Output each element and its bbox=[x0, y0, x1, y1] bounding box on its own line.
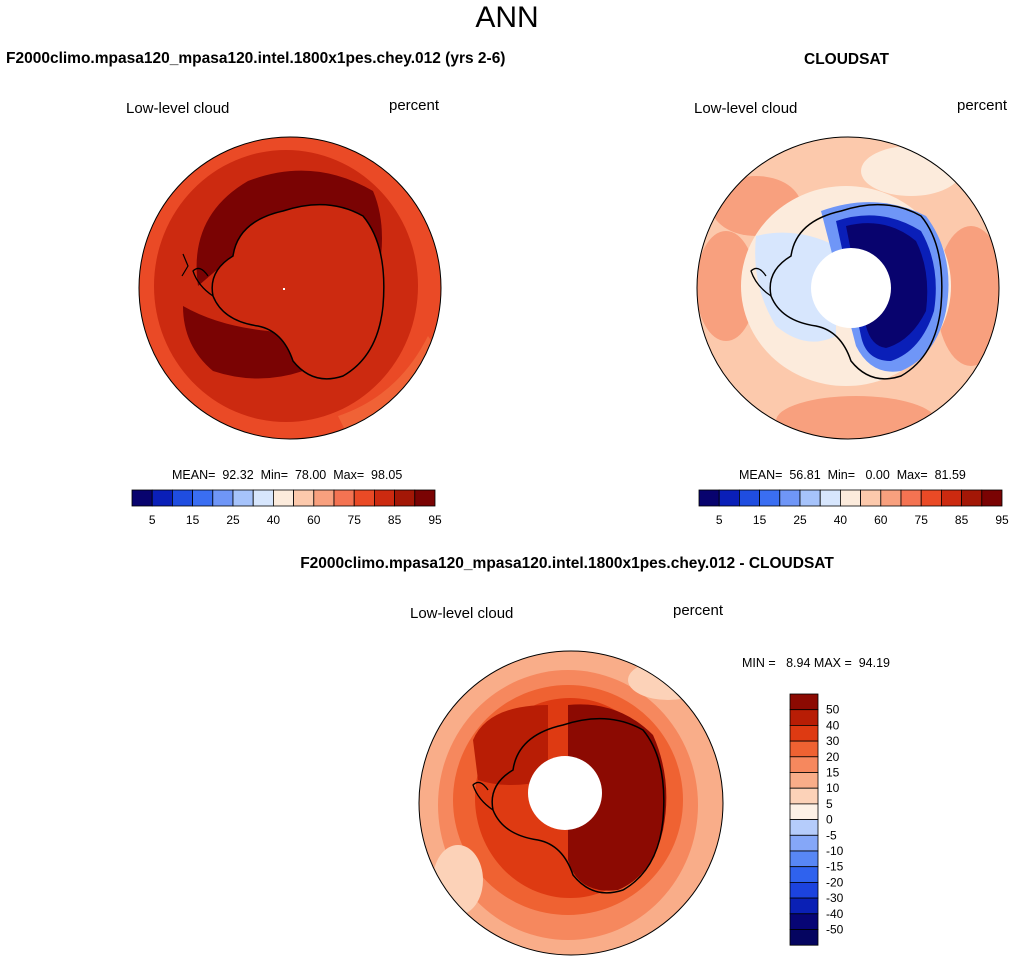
test-colorbar-box bbox=[394, 489, 416, 507]
diff-panel-title: F2000climo.mpasa120_mpasa120.intel.1800x… bbox=[300, 555, 834, 572]
ref-colorbar-box bbox=[920, 489, 942, 507]
test-colorbar-box bbox=[212, 489, 234, 507]
diff-colorbar-box bbox=[789, 897, 819, 915]
test-colorbar-box bbox=[272, 489, 294, 507]
diff-colorbar-label: 30 bbox=[826, 734, 840, 748]
ref-map bbox=[696, 136, 1000, 440]
ref-colorbar-box bbox=[860, 489, 882, 507]
test-colorbar-box bbox=[313, 489, 335, 507]
diff-colorbar-label: -30 bbox=[826, 891, 844, 905]
test-colorbar-label: 85 bbox=[388, 513, 402, 527]
diff-colorbar-label: -10 bbox=[826, 844, 844, 858]
test-stats: MEAN= 92.32 Min= 78.00 Max= 98.05 bbox=[172, 468, 403, 482]
ref-colorbar-label: 75 bbox=[915, 513, 929, 527]
figure-title: ANN bbox=[475, 1, 539, 34]
diff-colorbar-label: -40 bbox=[826, 907, 844, 921]
diff-colorbar-box bbox=[789, 803, 819, 821]
diff-variable-label: Low-level cloud bbox=[410, 605, 514, 622]
ref-colorbar-box bbox=[799, 489, 821, 507]
ref-colorbar-label: 60 bbox=[874, 513, 888, 527]
ref-stats: MEAN= 56.81 Min= 0.00 Max= 81.59 bbox=[739, 468, 966, 482]
ref-colorbar-box bbox=[940, 489, 962, 507]
diff-colorbar-box bbox=[789, 819, 819, 836]
ref-colorbar: 5 15 25 40 60 75 85 95 bbox=[698, 489, 1009, 527]
ref-colorbar-label: 40 bbox=[834, 513, 848, 527]
test-colorbar-box bbox=[151, 489, 173, 507]
test-colorbar-label: 40 bbox=[267, 513, 281, 527]
test-map bbox=[138, 136, 442, 440]
ref-colorbar-box bbox=[961, 489, 983, 507]
diff-stats: MIN = 8.94 MAX = 94.19 bbox=[742, 656, 890, 670]
ref-colorbar-box bbox=[739, 489, 761, 507]
ref-colorbar-box bbox=[718, 489, 740, 507]
test-colorbar-label: 60 bbox=[307, 513, 321, 527]
test-colorbar-label: 95 bbox=[428, 513, 442, 527]
diff-colorbar-label: 40 bbox=[826, 718, 840, 732]
ref-colorbar-box bbox=[698, 489, 720, 507]
ref-colorbar-box bbox=[839, 489, 861, 507]
test-colorbar: 5 15 25 40 60 75 85 95 bbox=[131, 489, 442, 527]
diff-colorbar-label: -20 bbox=[826, 875, 844, 889]
diff-colorbar-label: 0 bbox=[826, 813, 833, 827]
diff-colorbar-box bbox=[789, 881, 819, 899]
test-colorbar-box bbox=[293, 489, 315, 507]
test-colorbar-box bbox=[172, 489, 194, 507]
ref-colorbar-label: 95 bbox=[995, 513, 1009, 527]
test-colorbar-box bbox=[232, 489, 254, 507]
test-colorbar-box bbox=[353, 489, 375, 507]
diff-colorbar-box bbox=[789, 709, 819, 726]
diff-map bbox=[418, 650, 724, 956]
test-panel-title: F2000climo.mpasa120_mpasa120.intel.1800x… bbox=[6, 50, 506, 67]
test-colorbar-box bbox=[131, 489, 153, 507]
diff-colorbar-box bbox=[789, 756, 819, 773]
diff-colorbar-box bbox=[789, 740, 819, 758]
ref-colorbar-label: 15 bbox=[753, 513, 767, 527]
diff-colorbar-box bbox=[789, 850, 819, 868]
test-colorbar-label: 75 bbox=[348, 513, 362, 527]
diff-colorbar-label: 10 bbox=[826, 781, 840, 795]
diff-colorbar-box bbox=[789, 834, 819, 852]
diff-colorbar-box bbox=[789, 787, 819, 805]
ref-units-label: percent bbox=[957, 97, 1008, 114]
diff-colorbar-box bbox=[789, 913, 819, 930]
test-colorbar-label: 5 bbox=[149, 513, 156, 527]
ref-colorbar-label: 5 bbox=[716, 513, 723, 527]
diff-colorbar-label: 15 bbox=[826, 766, 840, 780]
ref-colorbar-label: 25 bbox=[793, 513, 807, 527]
diff-colorbar-label: 50 bbox=[826, 703, 840, 717]
ref-colorbar-box bbox=[900, 489, 922, 507]
diff-colorbar-box bbox=[789, 866, 819, 883]
test-colorbar-box bbox=[373, 489, 395, 507]
test-colorbar-box bbox=[333, 489, 355, 507]
ref-panel-title: CLOUDSAT bbox=[804, 51, 889, 68]
ref-colorbar-box bbox=[880, 489, 902, 507]
ref-colorbar-box bbox=[779, 489, 801, 507]
test-colorbar-label: 15 bbox=[186, 513, 200, 527]
diff-colorbar-label: 20 bbox=[826, 750, 840, 764]
diff-colorbar-box bbox=[789, 772, 819, 789]
diff-colorbar-label: 5 bbox=[826, 797, 833, 811]
diff-colorbar-box bbox=[789, 693, 819, 711]
ref-colorbar-box bbox=[819, 489, 841, 507]
test-units-label: percent bbox=[389, 97, 440, 114]
diff-colorbar-label: -15 bbox=[826, 860, 844, 874]
test-colorbar-box bbox=[192, 489, 214, 507]
diff-colorbar-box bbox=[789, 724, 819, 742]
diff-units-label: percent bbox=[673, 602, 724, 619]
diff-colorbar-box bbox=[789, 929, 819, 946]
ref-colorbar-box bbox=[759, 489, 781, 507]
test-colorbar-box bbox=[252, 489, 274, 507]
ref-colorbar-box bbox=[981, 489, 1003, 507]
test-colorbar-label: 25 bbox=[226, 513, 240, 527]
diff-colorbar-label: -5 bbox=[826, 828, 837, 842]
test-colorbar-box bbox=[414, 489, 436, 507]
ref-colorbar-label: 85 bbox=[955, 513, 969, 527]
diff-colorbar-label: -50 bbox=[826, 923, 844, 937]
ref-variable-label: Low-level cloud bbox=[694, 100, 798, 117]
test-variable-label: Low-level cloud bbox=[126, 100, 230, 117]
